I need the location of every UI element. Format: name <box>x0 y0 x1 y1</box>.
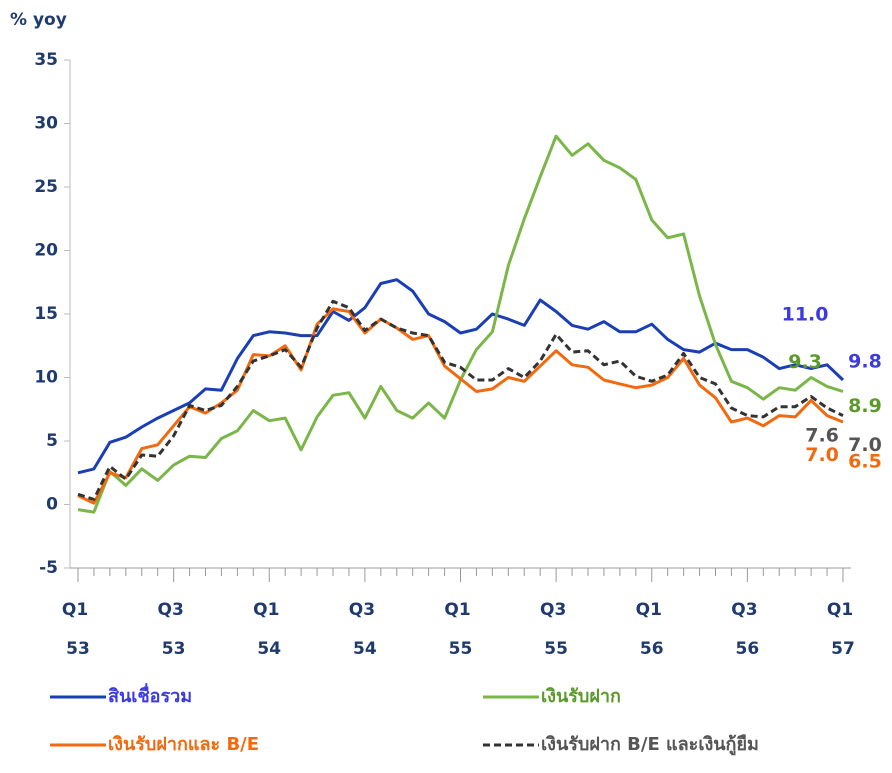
series-line <box>77 307 844 505</box>
data-label: 7.6 <box>805 424 839 446</box>
legend-label: เงินรับฝาก B/E และเงินกู้ยืม <box>541 734 759 756</box>
legend-label: เงินรับฝากและ B/E <box>108 734 259 755</box>
y-tick-label: 20 <box>34 241 58 261</box>
data-label: 7.0 <box>848 434 882 456</box>
y-axis-label: % yoy <box>10 10 67 30</box>
series-line <box>77 299 844 501</box>
legend-label: สินเชื่อรวม <box>108 683 192 707</box>
series-line <box>77 134 844 514</box>
x-tick-label: Q1 53 <box>62 600 94 659</box>
x-tick-label: Q1 57 <box>827 600 859 659</box>
x-tick-label: Q3 56 <box>731 600 763 659</box>
data-label: 7.0 <box>805 444 839 466</box>
data-label: 9.8 <box>848 351 882 373</box>
y-tick-label: 35 <box>34 50 58 70</box>
x-tick-label: Q3 54 <box>349 600 381 659</box>
y-tick-label: -5 <box>39 558 58 578</box>
x-tick-label: Q1 54 <box>253 600 285 659</box>
y-tick-label: 25 <box>34 177 58 197</box>
data-label: 8.9 <box>848 395 882 417</box>
x-tick-label: Q1 56 <box>636 600 668 659</box>
data-label: 6.5 <box>848 450 882 472</box>
x-tick-label: Q3 55 <box>540 600 572 659</box>
y-tick-label: 15 <box>34 304 58 324</box>
y-tick-label: 0 <box>46 495 58 515</box>
data-label: 11.0 <box>782 303 829 325</box>
x-tick-label: Q1 55 <box>444 600 476 659</box>
y-tick-label: 5 <box>46 431 58 451</box>
data-label: 9.3 <box>788 351 822 373</box>
x-tick-label: Q3 53 <box>158 600 190 659</box>
legend-label: เงินรับฝาก <box>541 686 621 707</box>
y-tick-label: 10 <box>34 368 58 388</box>
y-tick-label: 30 <box>34 114 58 134</box>
